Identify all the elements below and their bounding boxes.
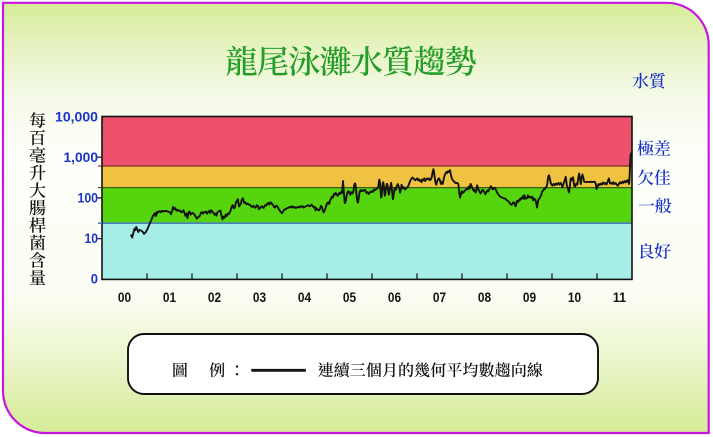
- svg-text:08: 08: [478, 290, 491, 306]
- svg-text:10: 10: [85, 231, 99, 247]
- svg-text:07: 07: [433, 290, 446, 306]
- svg-text:11: 11: [613, 290, 626, 306]
- svg-text:1,000: 1,000: [64, 150, 99, 166]
- svg-text:06: 06: [388, 290, 401, 306]
- svg-text:02: 02: [208, 290, 221, 306]
- svg-text:10: 10: [568, 290, 581, 306]
- svg-text:09: 09: [523, 290, 536, 306]
- svg-text:100: 100: [78, 190, 99, 206]
- svg-text:03: 03: [253, 290, 266, 306]
- svg-text:05: 05: [343, 290, 356, 306]
- svg-text:01: 01: [163, 290, 176, 306]
- svg-text:10,000: 10,000: [55, 109, 98, 125]
- svg-text:00: 00: [118, 290, 131, 306]
- svg-text:0: 0: [91, 272, 98, 288]
- svg-text:04: 04: [298, 290, 311, 306]
